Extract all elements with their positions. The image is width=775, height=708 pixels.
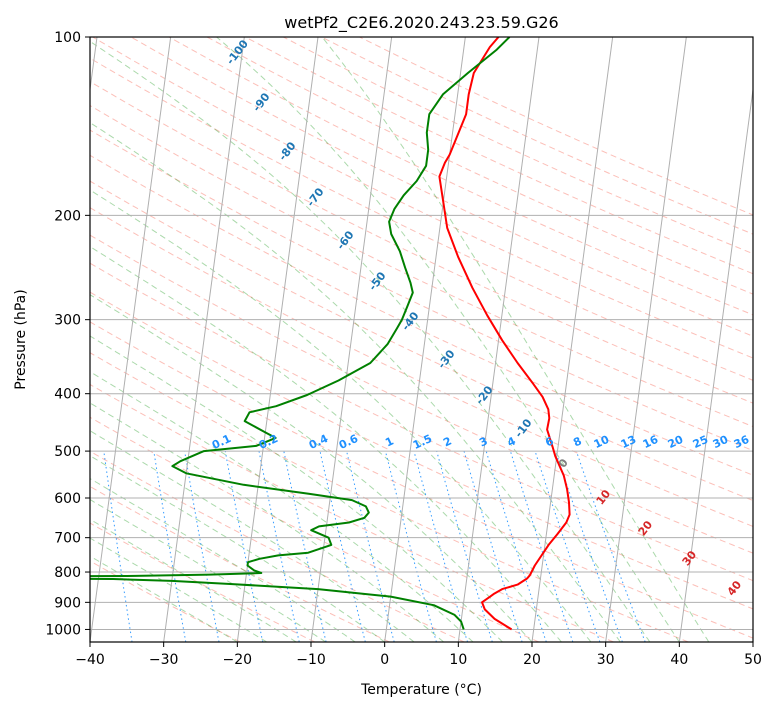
mixing-ratio-label: 36 [732,433,752,451]
mixing-ratio-line [485,450,547,642]
dry-adiabat [90,416,540,642]
isotherm-line [384,37,466,642]
plot-frame [89,36,754,643]
moist-adiabat [321,37,710,642]
y-tick-label: 200 [54,208,81,224]
x-tick-label: 40 [670,652,688,668]
x-tick-label: −10 [296,652,326,668]
dewpoint-profile [90,37,511,630]
isotherm-line [163,37,245,642]
mixing-ratio-line [153,451,187,642]
temperature-profile [438,37,571,631]
moist-adiabat [90,294,533,642]
dry-adiabat [90,180,753,502]
chart-title: wetPf2_C2E6.2020.243.23.59.G26 [284,13,558,33]
mixing-ratio-label: 16 [641,433,661,451]
x-tick-label: 20 [523,652,541,668]
y-tick-label: 100 [54,30,81,46]
mixing-ratio-label: 10 [592,433,612,451]
y-tick-label: 800 [54,565,81,581]
y-tick-label: 400 [54,387,81,403]
mixing-ratio-line [463,450,523,642]
mixing-ratio-label: 20 [666,433,686,451]
y-axis-label: Pressure (hPa) [13,289,29,389]
dry-adiabat [90,522,315,642]
y-tick-label: 700 [54,531,81,547]
moist-adiabat [90,335,503,642]
moist-adiabat [216,37,680,642]
y-tick-label: 900 [54,595,81,611]
dry-adiabat [90,234,753,554]
mixing-ratio-line [384,450,437,642]
isotherm-line [531,37,614,642]
moist-adiabat [90,246,562,642]
dry-adiabat [90,560,241,642]
isotherm-line [605,37,687,642]
moist-adiabat [90,122,621,642]
moist-adiabat [90,518,297,642]
isotherm-line [90,37,172,642]
x-tick-label: 30 [597,652,615,668]
dry-adiabat [90,154,753,476]
plot-area [90,37,753,642]
moist-adiabat [90,371,474,642]
dry-adiabat [90,291,753,610]
y-tick-label: 1000 [45,622,81,638]
x-tick-label: 10 [449,652,467,668]
isotherm-line [678,85,753,642]
dry-adiabat [90,383,614,642]
x-tick-label: −40 [75,652,105,668]
isotherm-line [310,37,393,642]
x-tick-label: 0 [380,652,389,668]
x-tick-label: −30 [149,652,179,668]
dry-adiabat [90,129,753,452]
x-axis: −40 −30 −20 −10 0 10 20 30 40 50 [75,642,762,668]
isotherm-line [236,37,319,642]
moist-adiabat [90,455,385,642]
dry-adiabat [90,321,753,639]
moist-adiabat [90,402,444,642]
x-axis-label: Temperature (°C) [360,682,482,698]
mixing-ratio-label: 30 [711,433,731,451]
moist-adiabat [90,537,268,642]
x-tick-label: −20 [223,652,253,668]
moist-adiabat [90,40,651,642]
dry-adiabat [90,262,753,582]
dry-adiabat [90,57,753,381]
mixing-ratio-line [184,451,220,642]
mixing-ratio-label: 13 [619,433,638,451]
y-axis: 1000 900 800 700 600 500 400 300 200 100 [45,30,90,638]
moist-adiabat [90,555,238,642]
moist-adiabat [90,478,356,642]
dry-adiabat [168,37,753,316]
x-tick-label: 50 [744,652,762,668]
y-tick-label: 300 [54,313,81,329]
mixing-ratio-line [413,450,468,642]
moist-adiabat [90,189,592,642]
dry-adiabat [90,207,753,527]
mixing-ratio-label: 25 [691,433,710,451]
isotherm-line [457,37,540,642]
y-tick-label: 600 [54,491,81,507]
y-tick-label: 500 [54,444,81,460]
